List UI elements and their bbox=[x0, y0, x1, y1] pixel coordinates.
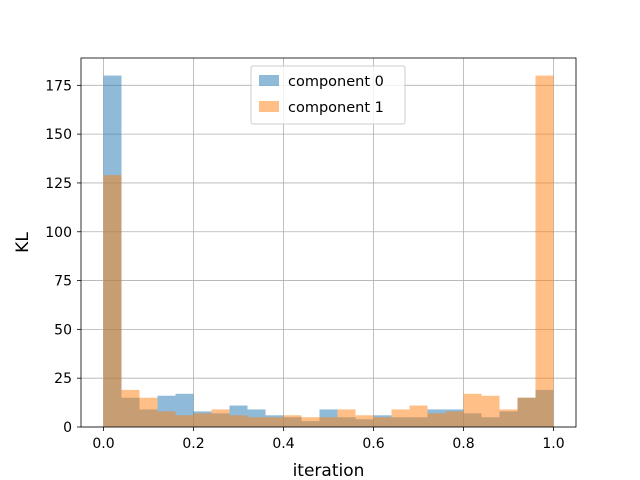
legend-box bbox=[250, 65, 406, 125]
bar-component-1-bin-9 bbox=[265, 417, 284, 427]
bar-component-1-bin-21 bbox=[481, 395, 500, 427]
bar-component-1-bin-20 bbox=[463, 393, 482, 427]
bar-component-1-bin-6 bbox=[211, 409, 230, 427]
legend-swatch-component-1 bbox=[259, 101, 279, 112]
y-tick-label: 150 bbox=[45, 127, 72, 143]
legend-swatch-component-0 bbox=[259, 75, 279, 86]
x-tick-label: 0.8 bbox=[452, 436, 474, 452]
x-tick-label: 1.0 bbox=[542, 436, 564, 452]
y-tick-label: 100 bbox=[45, 225, 72, 241]
legend: component 0 component 1 bbox=[250, 65, 406, 125]
bar-component-1-bin-0 bbox=[103, 175, 122, 427]
bar-component-1-bin-11 bbox=[301, 417, 320, 427]
x-tick-label: 0.2 bbox=[182, 436, 204, 452]
bar-component-1-bin-19 bbox=[445, 411, 464, 427]
x-tick-label: 0.0 bbox=[92, 436, 114, 452]
bar-component-1-bin-5 bbox=[193, 413, 212, 427]
bar-component-1-bin-16 bbox=[391, 409, 410, 427]
y-axis-label: KL bbox=[13, 232, 33, 253]
bar-component-1-bin-24 bbox=[535, 75, 554, 428]
y-tick-label: 25 bbox=[54, 371, 72, 387]
x-tick-label: 0.6 bbox=[362, 436, 384, 452]
plot-frame bbox=[80, 57, 577, 428]
bar-component-1-bin-22 bbox=[499, 409, 518, 427]
bar-component-1-bin-23 bbox=[517, 397, 536, 427]
bar-component-1-bin-7 bbox=[229, 415, 248, 427]
bar-component-1-bin-15 bbox=[373, 417, 392, 427]
bars-group bbox=[103, 75, 554, 428]
bar-component-1-bin-8 bbox=[247, 417, 266, 427]
bar-component-1-bin-14 bbox=[355, 415, 374, 427]
y-tick-label: 0 bbox=[63, 420, 72, 436]
x-axis-label: iteration bbox=[293, 461, 365, 480]
legend-label-component-0: component 0 bbox=[288, 74, 384, 90]
bar-component-1-bin-4 bbox=[175, 415, 194, 427]
bar-component-1-bin-17 bbox=[409, 405, 428, 427]
bar-component-1-bin-12 bbox=[319, 417, 338, 427]
bar-component-1-bin-1 bbox=[121, 389, 140, 427]
bar-component-1-bin-3 bbox=[157, 411, 176, 427]
y-tick-label: 175 bbox=[45, 78, 72, 94]
x-tick-label: 0.4 bbox=[272, 436, 294, 452]
bar-component-1-bin-10 bbox=[283, 415, 302, 427]
y-axis-ticks: 0 25 50 75 100 125 150 175 bbox=[45, 78, 81, 436]
y-tick-label: 125 bbox=[45, 176, 72, 192]
bar-component-1-bin-2 bbox=[139, 397, 158, 427]
bar-component-1-bin-18 bbox=[427, 413, 446, 427]
bar-component-1-bin-13 bbox=[337, 409, 356, 427]
x-axis-ticks: 0.0 0.2 0.4 0.6 0.8 1.0 bbox=[92, 427, 565, 452]
y-tick-label: 75 bbox=[54, 274, 72, 290]
legend-label-component-1: component 1 bbox=[288, 100, 384, 116]
y-tick-label: 50 bbox=[54, 322, 72, 338]
